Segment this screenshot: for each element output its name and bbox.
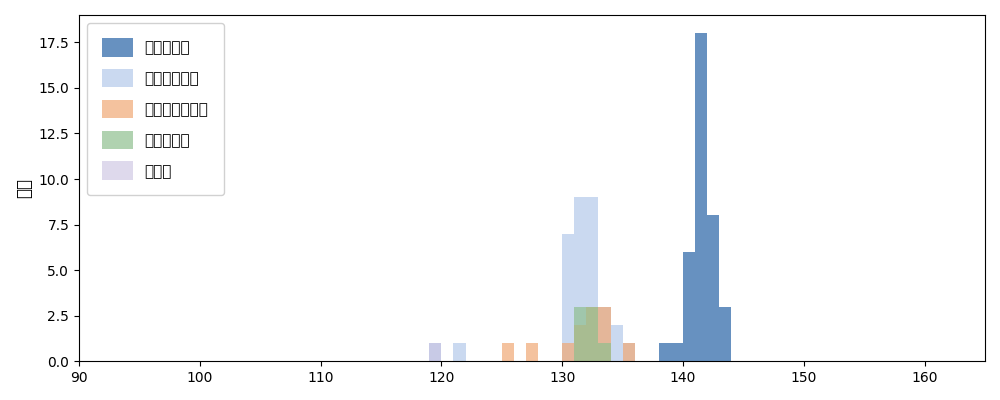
Bar (574, 197, 586, 361)
Bar (707, 216, 719, 361)
Y-axis label: 球数: 球数 (15, 178, 33, 198)
Bar (671, 343, 683, 361)
Bar (574, 307, 586, 361)
Bar (453, 343, 466, 361)
Bar (598, 307, 611, 361)
Bar (562, 343, 574, 361)
Bar (611, 325, 623, 361)
Bar (695, 33, 707, 361)
Bar (586, 197, 598, 361)
Bar (586, 307, 598, 361)
Bar (574, 325, 586, 361)
Bar (502, 343, 514, 361)
Bar (623, 343, 635, 361)
Bar (719, 307, 731, 361)
Bar (659, 343, 671, 361)
Bar (598, 343, 611, 361)
Bar (562, 234, 574, 361)
Bar (526, 343, 538, 361)
Bar (683, 252, 695, 361)
Bar (598, 307, 611, 361)
Bar (429, 343, 441, 361)
Bar (623, 343, 635, 361)
Bar (429, 343, 441, 361)
Bar (586, 307, 598, 361)
Legend: ストレート, カットボール, チェンジアップ, スライダー, カーブ: ストレート, カットボール, チェンジアップ, スライダー, カーブ (87, 23, 224, 195)
